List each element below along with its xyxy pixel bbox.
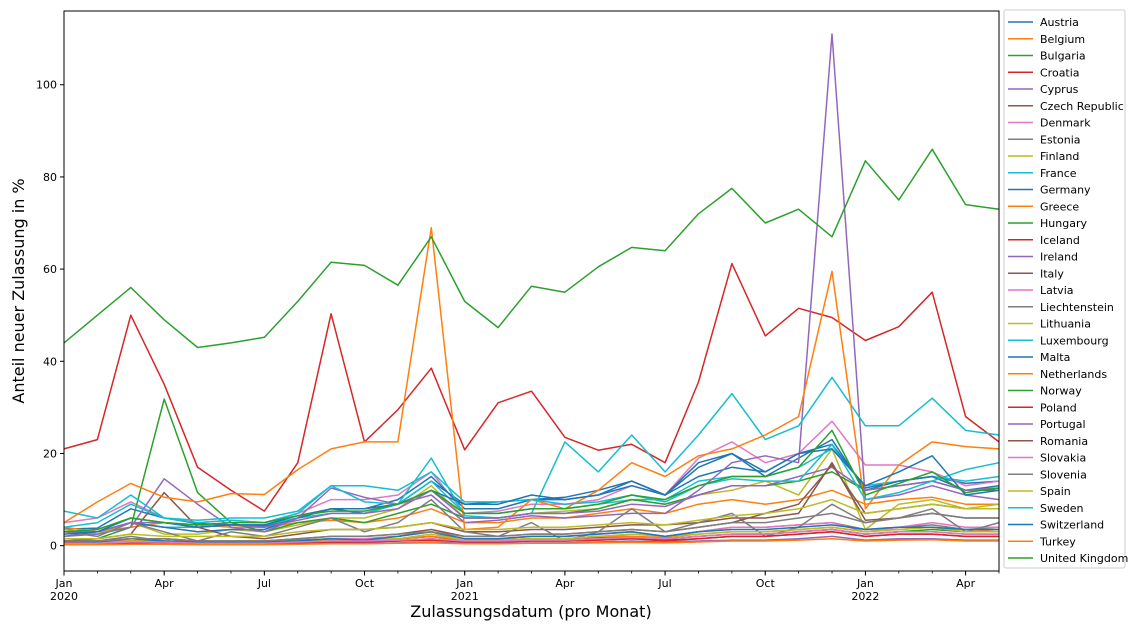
series-line-united-kingdom — [63, 429, 1000, 533]
x-tick-label: Jul — [657, 577, 671, 590]
series-line-sweden — [63, 443, 1000, 528]
legend: Austria Belgium Bulgaria Croatia Cyprus Czech… — [1003, 9, 1128, 569]
x-tick-year-label: 2020 — [50, 590, 78, 603]
series-line-belgium — [63, 489, 999, 533]
legend-label-finland: Finland — [1040, 150, 1079, 163]
x-tick-label: Apr — [956, 577, 976, 590]
y-tick-label: 40 — [43, 355, 57, 368]
series-line-spain — [64, 498, 999, 540]
series-line-slovakia — [64, 528, 999, 545]
x-tick-label: Oct — [756, 577, 776, 590]
legend-label-turkey: Turkey — [1039, 535, 1076, 548]
legend-label-czech-republic: Czech Republic — [1040, 100, 1124, 113]
legend-label-italy: Italy — [1040, 267, 1064, 280]
legend-label-iceland: Iceland — [1040, 234, 1080, 247]
x-tick-label: Apr — [555, 577, 575, 590]
legend-label-latvia: Latvia — [1040, 284, 1074, 297]
legend-label-slovenia: Slovenia — [1040, 468, 1087, 481]
series-line-ireland — [63, 33, 1000, 538]
legend-label-switzerland: Switzerland — [1040, 519, 1104, 532]
legend-label-cyprus: Cyprus — [1040, 83, 1079, 96]
series-line-slovenia — [64, 512, 999, 542]
series-line-malta — [63, 524, 999, 543]
legend-label-austria: Austria — [1040, 16, 1079, 29]
legend-label-liechtenstein: Liechtenstein — [1040, 301, 1114, 314]
legend-label-estonia: Estonia — [1040, 133, 1081, 146]
legend-label-portugal: Portugal — [1040, 418, 1086, 431]
legend-label-united-kingdom: United Kingdom — [1040, 552, 1128, 565]
x-tick-label: Oct — [355, 577, 375, 590]
legend-label-hungary: Hungary — [1040, 217, 1087, 230]
x-axis-label: Zulassungsdatum (pro Monat) — [410, 602, 651, 621]
y-axis: 0 20 40 60 80 100 — [36, 79, 64, 553]
legend-label-luxembourg: Luxembourg — [1040, 334, 1109, 347]
legend-label-belgium: Belgium — [1040, 33, 1085, 46]
x-tick-label: Jan — [55, 577, 73, 590]
series-line-liechtenstein — [63, 498, 1000, 542]
x-tick-year-label: 2022 — [851, 590, 879, 603]
legend-label-netherlands: Netherlands — [1040, 368, 1107, 381]
legend-label-lithuania: Lithuania — [1040, 318, 1091, 331]
legend-label-croatia: Croatia — [1040, 66, 1080, 79]
legend-label-slovakia: Slovakia — [1040, 452, 1086, 465]
series-line-switzerland — [63, 448, 1000, 535]
x-tick-label: Jan — [856, 577, 874, 590]
legend-label-denmark: Denmark — [1040, 117, 1091, 130]
series-line-iceland — [63, 262, 1000, 512]
x-tick-year-label: 2021 — [451, 590, 479, 603]
legend-label-sweden: Sweden — [1040, 502, 1083, 515]
legend-label-germany: Germany — [1040, 184, 1091, 197]
x-tick-label: Jan — [455, 577, 473, 590]
legend-label-romania: Romania — [1040, 435, 1088, 448]
y-axis-label: Anteil neuer Zulassung in % — [9, 178, 28, 403]
legend-label-spain: Spain — [1040, 485, 1071, 498]
y-tick-label: 20 — [43, 447, 57, 460]
legend-label-norway: Norway — [1040, 385, 1082, 398]
x-tick-label: Apr — [155, 577, 175, 590]
y-tick-label: 60 — [43, 263, 57, 276]
y-tick-label: 100 — [36, 79, 57, 92]
legend-label-ireland: Ireland — [1040, 251, 1078, 264]
y-tick-label: 0 — [50, 540, 57, 553]
y-tick-label: 80 — [43, 171, 57, 184]
legend-box — [1003, 9, 1126, 569]
legend-label-bulgaria: Bulgaria — [1040, 50, 1086, 63]
series-line-turkey — [64, 537, 999, 546]
legend-label-france: France — [1040, 167, 1077, 180]
x-tick-label: Jul — [257, 577, 271, 590]
series-line-norway — [63, 148, 1000, 349]
legend-label-malta: Malta — [1040, 351, 1070, 364]
legend-label-poland: Poland — [1040, 401, 1077, 414]
series-layer — [63, 33, 1000, 546]
legend-label-greece: Greece — [1040, 200, 1079, 213]
